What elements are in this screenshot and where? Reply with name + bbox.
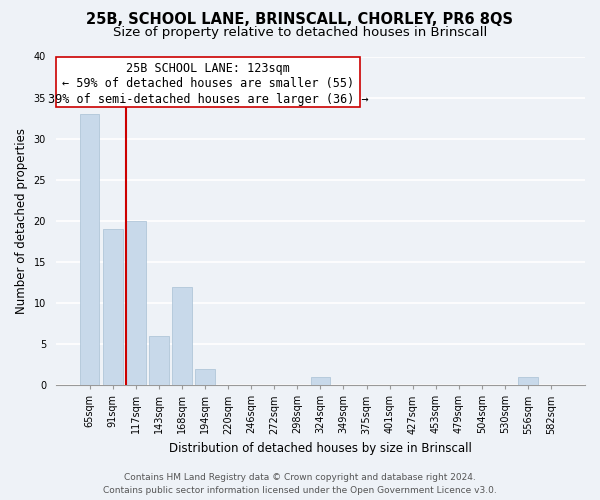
Text: Contains HM Land Registry data © Crown copyright and database right 2024.
Contai: Contains HM Land Registry data © Crown c… [103,473,497,495]
Text: ← 59% of detached houses are smaller (55): ← 59% of detached houses are smaller (55… [62,77,354,90]
Bar [172,286,192,385]
Bar [518,377,538,385]
Text: 25B, SCHOOL LANE, BRINSCALL, CHORLEY, PR6 8QS: 25B, SCHOOL LANE, BRINSCALL, CHORLEY, PR… [86,12,514,28]
Y-axis label: Number of detached properties: Number of detached properties [15,128,28,314]
Text: 39% of semi-detached houses are larger (36) →: 39% of semi-detached houses are larger (… [47,92,368,106]
FancyBboxPatch shape [56,56,360,108]
Text: 25B SCHOOL LANE: 123sqm: 25B SCHOOL LANE: 123sqm [126,62,290,74]
Bar [103,229,122,385]
X-axis label: Distribution of detached houses by size in Brinscall: Distribution of detached houses by size … [169,442,472,455]
Bar [149,336,169,385]
Bar [126,221,146,385]
Text: Size of property relative to detached houses in Brinscall: Size of property relative to detached ho… [113,26,487,39]
Bar [311,377,330,385]
Bar [195,368,215,385]
Bar [80,114,100,385]
